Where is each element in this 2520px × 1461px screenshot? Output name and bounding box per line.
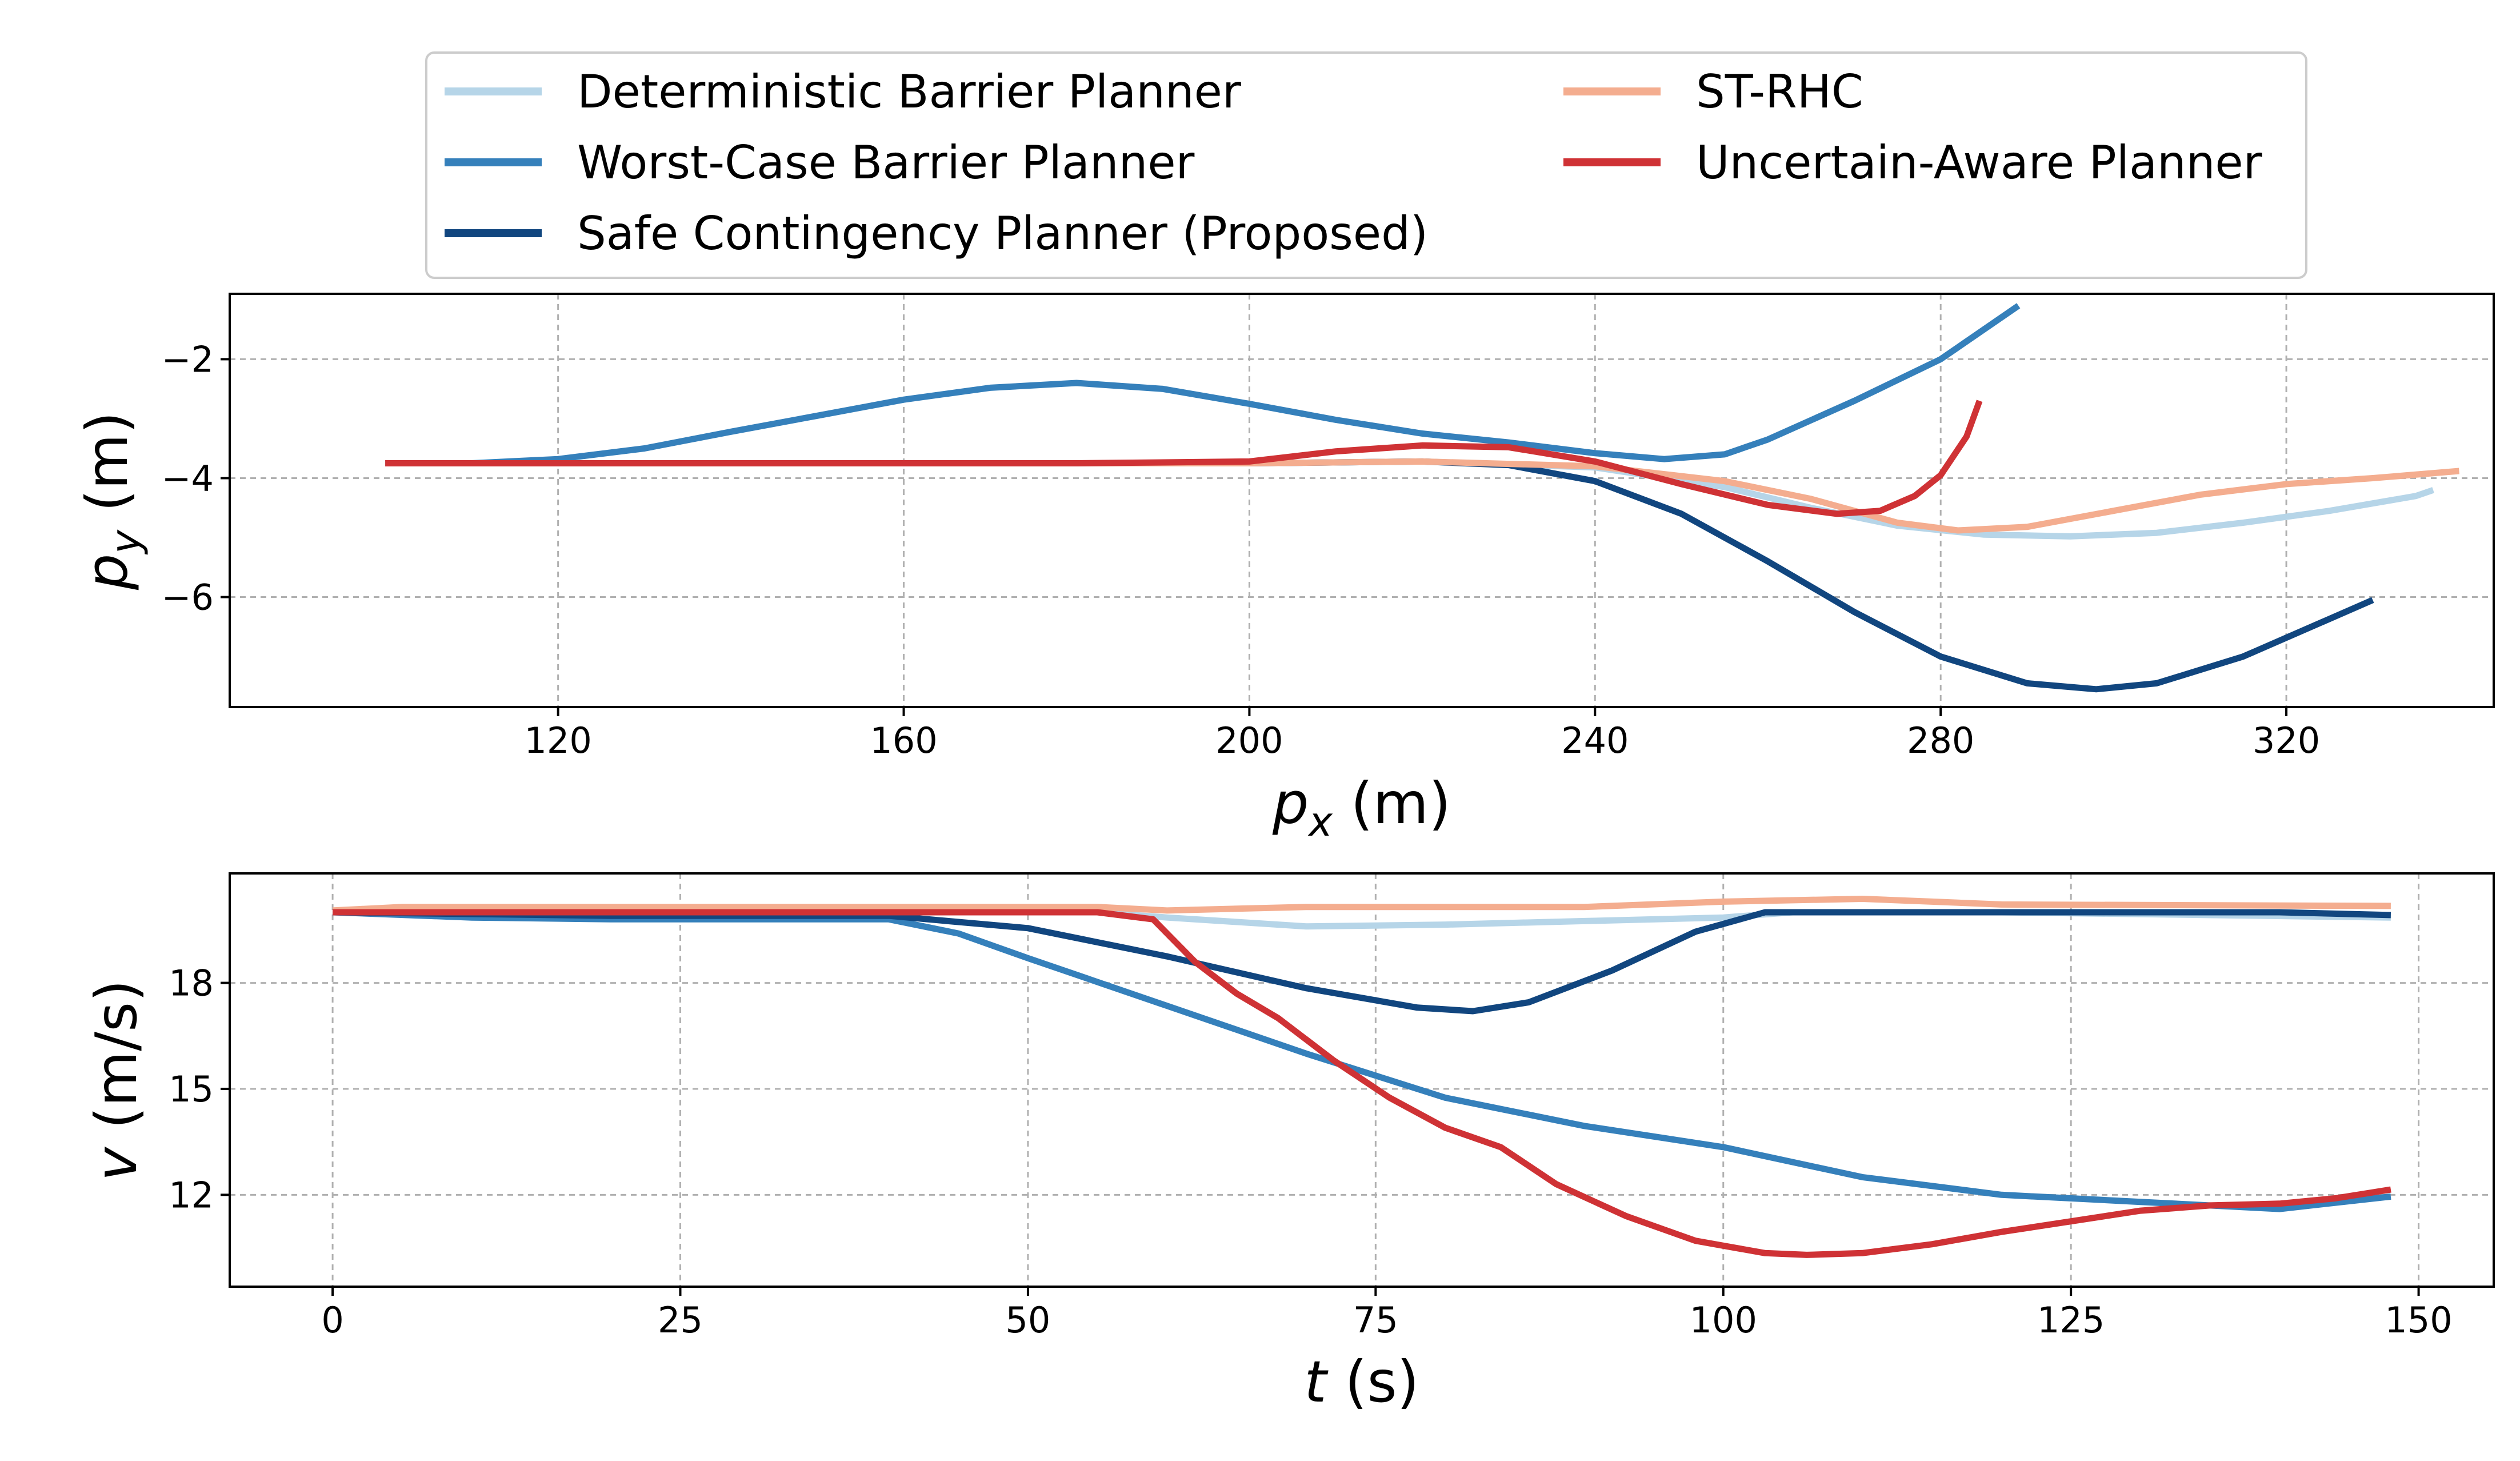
trajectory-x-tick-label: 240 (1561, 720, 1629, 761)
trajectory-x-tick-label: 280 (1907, 720, 1974, 761)
velocity-x-tick-label: 25 (658, 1299, 703, 1341)
velocity-series-worst-case-barrier-planner (332, 909, 2391, 1212)
velocity-y-tick-label: 12 (169, 1174, 214, 1216)
velocity-y-tick-label: 15 (169, 1068, 214, 1110)
trajectory-axes-frame (229, 293, 2495, 708)
velocity-x-tick-label: 100 (1690, 1299, 1757, 1341)
trajectory-y-tick-label: −2 (162, 338, 214, 380)
velocity-x-tick-label: 150 (2385, 1299, 2452, 1341)
trajectory-ticks: 120 160 200 240 280 320 −2 −4 −6 (162, 338, 2321, 761)
velocity-x-tick-label: 75 (1353, 1299, 1398, 1341)
trajectory-series-worst-case-barrier-planner (385, 303, 2021, 466)
trajectory-x-tick-label: 200 (1215, 720, 1283, 761)
legend-label-st-rhc: ST-RHC (1696, 65, 1863, 118)
trajectory-y-axis-label: py (m) (74, 412, 149, 590)
velocity-x-tick-label: 125 (2037, 1299, 2105, 1341)
velocity-series-uncertain-aware-planner (333, 909, 2391, 1258)
velocity-series-safe-contingency-planner-proposed (333, 909, 2391, 1015)
legend: Deterministic Barrier Planner Worst-Case… (425, 51, 2307, 279)
velocity-y-axis-label: v (m/s) (83, 980, 150, 1181)
trajectory-panel: 120 160 200 240 280 320 −2 −4 −6 px (m) py (m) (74, 293, 2495, 845)
velocity-x-axis-label: t (s) (1304, 1348, 1419, 1415)
trajectory-x-tick-label: 120 (524, 720, 591, 761)
trajectory-x-axis-label: px (m) (1272, 770, 1451, 845)
legend-label-worst-case: Worst-Case Barrier Planner (577, 136, 1195, 189)
trajectory-y-tick-label: −6 (162, 577, 214, 618)
velocity-series-st-rhc (332, 896, 2391, 914)
trajectory-series-deterministic-barrier-planner (385, 458, 2434, 540)
trajectory-series-uncertain-aware-planner (385, 400, 1983, 517)
trajectory-x-tick-label: 160 (870, 720, 937, 761)
legend-label-safe-contingency: Safe Contingency Planner (Proposed) (577, 207, 1428, 260)
velocity-x-tick-label: 0 (321, 1299, 343, 1341)
velocity-ticks: 0 25 50 75 100 125 150 12 15 18 (169, 963, 2453, 1341)
trajectory-grid (230, 294, 2494, 707)
velocity-panel: 0 25 50 75 100 125 150 12 15 18 t (s) v (m/s) (83, 872, 2495, 1415)
velocity-x-tick-label: 50 (1005, 1299, 1050, 1341)
velocity-axes-frame (229, 872, 2495, 1288)
trajectory-series-st-rhc (385, 458, 2459, 534)
legend-box (425, 51, 2307, 279)
trajectory-y-tick-label: −4 (162, 457, 214, 499)
velocity-grid (230, 873, 2494, 1287)
trajectory-series (385, 303, 2459, 693)
trajectory-x-tick-label: 320 (2253, 720, 2320, 761)
legend-label-uncertain-aware: Uncertain-Aware Planner (1696, 136, 2262, 189)
trajectory-series-safe-contingency-planner-proposed (385, 458, 2374, 693)
velocity-y-tick-label: 18 (169, 963, 214, 1004)
legend-label-deterministic: Deterministic Barrier Planner (577, 65, 1241, 118)
velocity-series (332, 896, 2391, 1258)
